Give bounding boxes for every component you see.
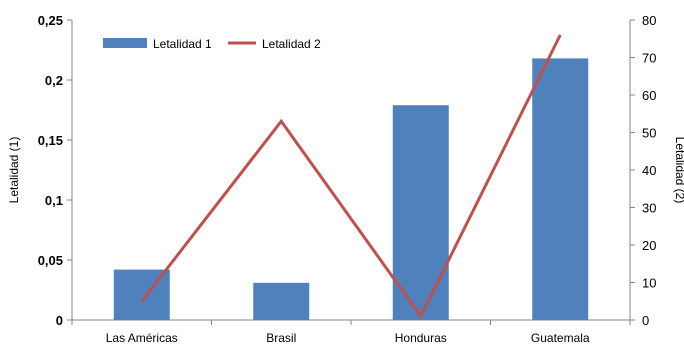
right-tick-label: 20 <box>642 238 656 253</box>
category-label: Guatemala <box>531 331 590 345</box>
left-tick-label: 0,25 <box>38 13 63 28</box>
legend-swatch-bar <box>103 38 147 48</box>
line-letalidad-2 <box>140 34 562 320</box>
right-axis-ticks: 0 10 20 30 40 50 60 70 80 <box>630 13 656 328</box>
right-tick-label: 70 <box>642 51 656 66</box>
right-axis-title: Letalidad (2) <box>673 137 684 204</box>
right-tick-label: 10 <box>642 276 656 291</box>
right-tick-label: 80 <box>642 13 656 28</box>
left-tick-label: 0,05 <box>38 253 63 268</box>
left-tick-label: 0,1 <box>45 193 63 208</box>
left-tick-label: 0 <box>56 313 63 328</box>
left-tick-label: 0,15 <box>38 133 63 148</box>
legend-label-letalidad-2: Letalidad 2 <box>262 37 321 51</box>
right-tick-label: 30 <box>642 201 656 216</box>
right-tick-label: 0 <box>642 313 649 328</box>
left-axis-ticks: 0 0,05 0,1 0,15 0,2 0,25 <box>38 13 72 328</box>
legend-label-letalidad-1: Letalidad 1 <box>153 37 212 51</box>
category-label: Las Américas <box>106 331 178 345</box>
right-tick-label: 60 <box>642 88 656 103</box>
x-axis-ticks <box>71 320 631 325</box>
bar-series <box>113 58 589 321</box>
category-labels: Las Américas Brasil Honduras Guatemala <box>106 331 590 345</box>
category-label: Brasil <box>266 331 296 345</box>
legend: Letalidad 1 Letalidad 2 <box>103 37 321 51</box>
left-tick-label: 0,2 <box>45 73 63 88</box>
bar-brasil <box>253 282 310 320</box>
bar-guatemala <box>532 58 589 321</box>
right-tick-label: 40 <box>642 163 656 178</box>
left-axis-title: Letalidad (1) <box>7 137 21 204</box>
line-series <box>140 34 562 320</box>
right-tick-label: 50 <box>642 126 656 141</box>
bar-honduras <box>392 105 449 320</box>
category-label: Honduras <box>395 331 447 345</box>
